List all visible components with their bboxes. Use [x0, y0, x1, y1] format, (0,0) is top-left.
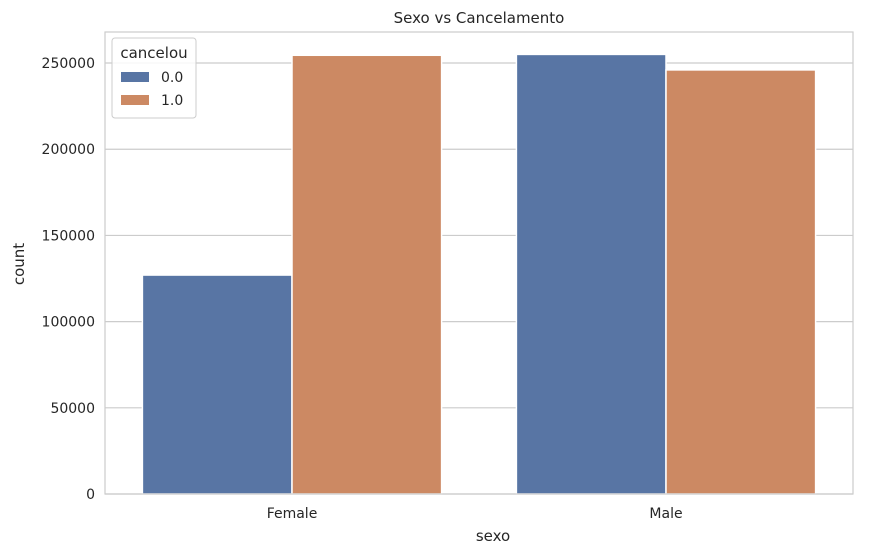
y-tick-label: 200000	[42, 142, 95, 158]
bar-female-0	[141, 274, 293, 495]
y-tick-label: 0	[86, 487, 95, 503]
bar-male-1	[665, 69, 817, 495]
legend: cancelou 0.0 1.0	[111, 37, 197, 119]
legend-label-1: 1.0	[161, 93, 183, 109]
x-tick-label: Male	[649, 506, 682, 522]
y-tick-label: 50000	[50, 401, 95, 417]
legend-swatch-1	[121, 95, 149, 105]
plot-frame	[104, 31, 854, 495]
legend-title: cancelou	[120, 44, 187, 62]
bars	[141, 53, 817, 495]
y-tick-label: 150000	[42, 228, 95, 244]
x-tick-labels: Female Male	[267, 506, 683, 522]
y-axis-label: count	[10, 243, 28, 285]
x-axis-label: sexo	[476, 527, 510, 545]
chart-title: Sexo vs Cancelamento	[394, 9, 565, 27]
y-tick-label: 250000	[42, 56, 95, 72]
legend-swatch-0	[121, 72, 149, 82]
y-tick-label: 100000	[42, 315, 95, 331]
plot-border	[104, 31, 854, 495]
bar-male-0	[515, 53, 667, 495]
bar-female-1	[291, 54, 443, 495]
legend-label-0: 0.0	[161, 70, 183, 86]
y-tick-labels: 0 50000 100000 150000 200000 250000	[42, 56, 95, 503]
x-tick-label: Female	[267, 506, 318, 522]
